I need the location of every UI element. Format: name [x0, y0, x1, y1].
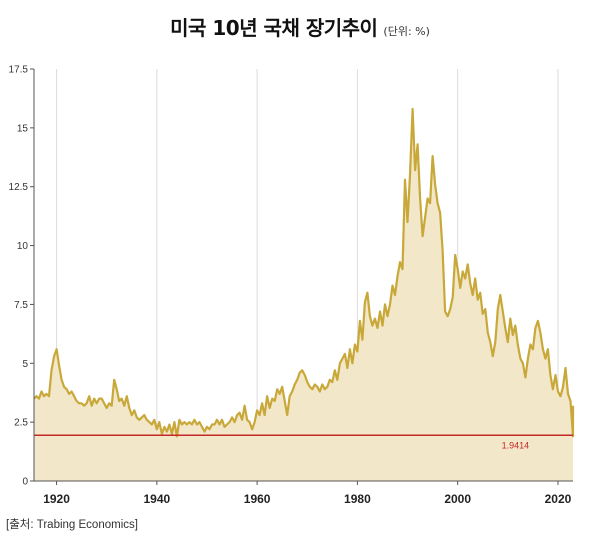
x-tick-label: 1980 [344, 492, 371, 506]
x-tick-label: 1960 [244, 492, 271, 506]
y-tick-label: 0 [22, 477, 28, 488]
y-tick-label: 12.5 [9, 182, 29, 193]
y-tick-label: 15 [17, 123, 29, 134]
x-tick-label: 2000 [444, 492, 471, 506]
series-area-fill [34, 109, 573, 481]
y-tick-label: 7.5 [14, 300, 28, 311]
chart-title: 미국 10년 국채 장기추이 [170, 16, 378, 40]
x-tick-label: 2020 [545, 492, 572, 506]
x-tick-label: 1920 [43, 492, 70, 506]
y-tick-label: 2.5 [14, 418, 28, 429]
y-tick-label: 17.5 [9, 65, 29, 76]
reference-line-label: 1.9414 [502, 440, 530, 450]
y-tick-label: 5 [22, 359, 28, 370]
x-ticks: 1920 1940 1960 1980 2000 2020 [43, 481, 572, 506]
series-line [33, 107, 575, 438]
title-row: 미국 10년 국채 장기추이 (단위: %) [0, 12, 600, 41]
unit-label: (단위: %) [383, 25, 430, 38]
source-note: [출처: Trabing Economics] [6, 519, 138, 531]
x-tick-label: 1940 [143, 492, 170, 506]
y-tick-label: 10 [17, 241, 29, 252]
y-ticks: 0 2.5 5 7.5 10 12.5 15 17.5 [9, 65, 34, 488]
